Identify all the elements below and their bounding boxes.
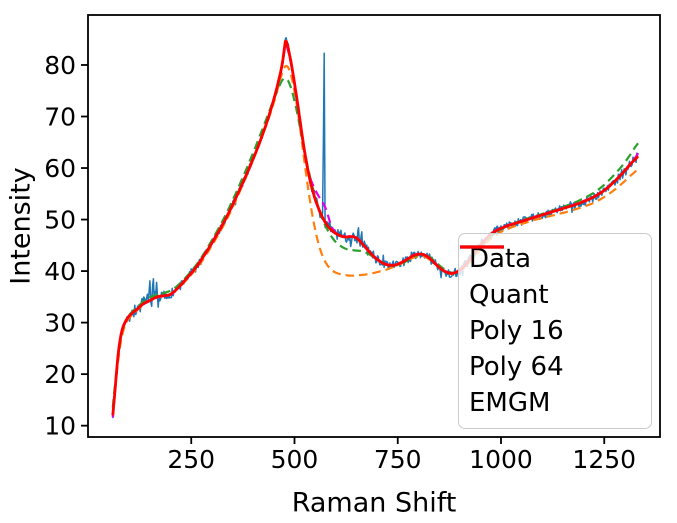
legend-item-emgm: EMGM: [460, 245, 643, 421]
legend-item-poly-16: Poly 16: [460, 245, 643, 349]
series-group: [111, 36, 640, 419]
legend-swatch-emgm: [460, 245, 504, 249]
y-tick-label: 50: [44, 206, 76, 235]
y-tick-label: 30: [44, 309, 76, 338]
legend-label-poly-16: Poly 16: [469, 316, 564, 346]
y-axis-title: Intensity: [5, 167, 37, 285]
y-tick-label: 80: [44, 51, 76, 80]
legend-label-emgm: EMGM: [469, 388, 551, 418]
y-tick-label: 10: [44, 412, 76, 441]
y-tick-label: 20: [44, 360, 76, 389]
legend-label-quant: Quant: [469, 280, 549, 310]
legend-item-poly-64: Poly 64: [460, 245, 643, 385]
y-tick-label: 60: [44, 154, 76, 183]
series-line-quant: [111, 64, 639, 416]
x-tick-label: 1250: [572, 445, 636, 474]
legend-label-data: Data: [469, 244, 532, 274]
x-tick-label: 250: [167, 445, 215, 474]
axes-frame: [87, 14, 661, 438]
y-tick-label: 40: [44, 257, 76, 286]
legend-item-quant: Quant: [460, 245, 643, 313]
x-axis-title: Raman Shift: [291, 487, 457, 519]
legend-label-poly-64: Poly 64: [469, 352, 564, 382]
legend: Data Quant Poly 16 Poly 64 EMGM: [458, 233, 652, 429]
x-tick-label: 1000: [469, 445, 533, 474]
x-tick-label: 750: [374, 445, 422, 474]
y-tick-label: 70: [44, 103, 76, 132]
series-line-emgm: [111, 39, 640, 416]
x-tick-label: 500: [271, 445, 319, 474]
